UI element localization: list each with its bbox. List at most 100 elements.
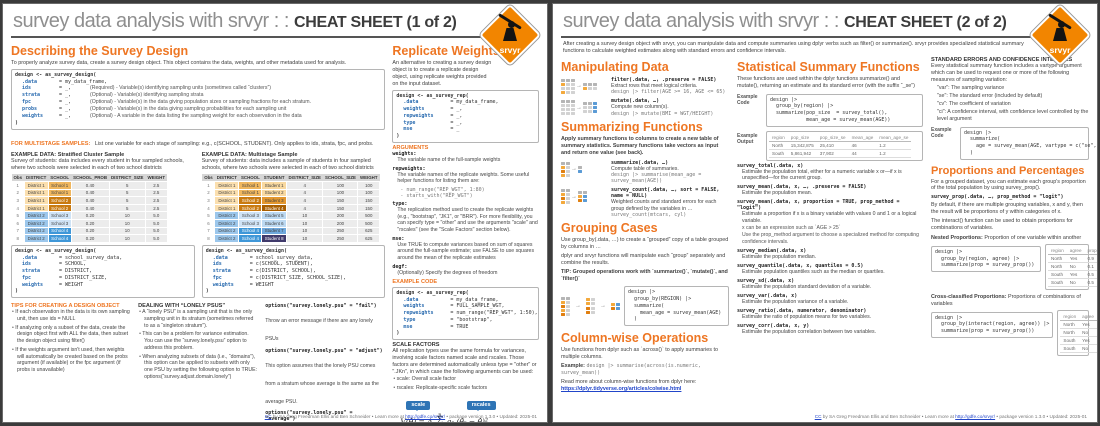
worker-icon [508,21,515,28]
nested-proportions-row: design |> group_by(region, agree) |> sum… [931,243,1097,290]
formula-right: aᵣ (θ̂ᵣ − θ̂)² [446,416,488,423]
scale-factors-text: All replication types use the same formu… [392,348,537,375]
code-arg-line: .data = my_data_frame, [22,78,108,85]
arrow-icon: → [571,166,577,173]
table-row: 5 District 2 School 3 0.20 10 5.0 [11,211,168,220]
se-ci-heading: STANDARD ERRORS AND CONFIDENCE INTERVALS [931,56,1073,63]
code-arg-line: type = _, [403,119,463,126]
table-row: 7 District 2 School 4 0.20 10 5.0 [11,226,168,236]
cross-proportions-table: regionagreepropprop_seNorthYes0.6750.01N… [1060,312,1097,353]
code-line: ) [396,133,400,140]
mutate-diagram-icon: → [561,98,607,116]
page-2: survey data analysis with srvyr : : CHEA… [552,3,1098,423]
list-item: When analyzing subsets of data (i.e., “d… [138,354,258,381]
grouping-source-table-icon [561,296,570,316]
code-line: ) [396,330,400,337]
function-item: mse: Use TRUE to compute variances based … [392,235,535,261]
se-ci-column: STANDARD ERRORS AND CONFIDENCE INTERVALS… [931,56,1097,393]
code-arg-line: weights = WEIGHT [212,281,274,288]
example2-args: .data = school_survey_data, ids = c(SCHOO… [206,255,382,289]
proportions-p2: By default, if there are multiple groupi… [931,202,1083,216]
page-title: survey data analysis with srvyr : : [13,10,294,32]
example2-title: EXAMPLE DATA: Multistage Sample [201,152,298,159]
describing-section: Describing the Survey Design To properly… [11,41,386,423]
stats-intro: These functions are used within the dply… [737,75,915,89]
list-item: scale: Overall scale factor [392,376,539,383]
summarize-signature: summarize(.data, …) [611,159,669,166]
stats-example-output-row: Example Output region pop_size pop_size_se… [737,130,923,161]
lonely-options-list: options("survey.lonely.psu" = "fail") Th… [265,303,385,423]
code-arg-line: weights = FULL_SAMPLE_WGT, [403,303,505,310]
list-item: - starts_with("REP_WGT") [400,193,473,200]
table-row: 1 District 1 School 1 0.40 5 2.5 [11,181,168,190]
gdfe-link[interactable]: http://gdfe.co/srvyr/ [955,414,996,419]
code-arg-line: strata = _, (Optional) - Variable(s) iden… [22,92,204,99]
cc-license-link[interactable]: CC [264,414,272,419]
grouping-p2: dplyr and srvyr functions will manipulat… [561,252,726,266]
code-arg-line: .data = school_survey_data, [212,254,313,261]
function-item: options("survey.lonely.psu" = "average")… [265,410,353,423]
colwise-example-line: Example: design |> summarise(across(is.n… [561,363,729,377]
stats-column: Statistical Summary Functions These func… [737,57,923,393]
replicate-example-code-block: design <- as_survey_rep( .data = my_data… [392,286,539,341]
tips-heading: TIPS FOR CREATING A DESIGN OBJECT [11,303,120,310]
table-row: 6 District 2 School 3 0.20 10 5.0 [11,219,168,228]
example1-code-block: design <- as_survey_design( .data = scho… [11,244,195,299]
table-row: 4 District 1 School 2 0.40 5 2.5 [11,203,168,213]
survey-count-diagram-icon: → [561,187,607,205]
page1-titlebar: survey data analysis with srvyr : : CHEA… [11,8,539,38]
lonely-heading: DEALING WITH “LONELY PSUS” [138,303,226,310]
multistage-text: List one variable for each stage of samp… [94,141,374,148]
list-item: If the weights argument isn't used, then… [11,347,131,374]
worker-body-icon [1053,28,1067,41]
variance-formula: V(θ̂) = A R Σ r = 1 aᵣ (θ̂ᵣ − θ̂)² [400,412,539,423]
summarizing-heading: Summarizing Functions [561,119,703,134]
arrow-icon: → [576,83,582,90]
example-code-heading: EXAMPLE CODE [392,278,438,285]
colwise-example: design |> summarise(across(is.numeric, s… [561,363,701,376]
gdfe-link[interactable]: http://gdfe.co/srvyr/ [405,414,446,419]
table-row: 1 District 1 School 1 Student 1 4 100 100 [201,181,381,190]
repweights-helpers: - num_range("REP_WGT", 1:80) - starts_wit… [400,187,539,199]
code-line: design <- as_survey_design( [15,71,97,78]
grouping-tip: TIP: Grouped operations work with `summa… [561,268,728,282]
formula-left: V(θ̂) = A [400,416,433,423]
table-row: South 5,861,942 37,902 44 1.2 [769,149,912,158]
logo-label: srvyr [499,45,521,55]
summarize-example: design |> summarise(mean_age = survey_me… [611,172,702,185]
table-row: 8 District 2 School 4 Student 8 10 250 625 [201,234,381,243]
replicate-example-args: .data = my_data_frame, weights = FULL_SAM… [396,297,537,331]
arguments-list-2: type: The replication method used to crea… [392,201,539,276]
cc-license-link[interactable]: CC [814,414,822,419]
function-item: repweights: The variable names of the rep… [392,165,530,185]
example1-title: EXAMPLE DATA: Stratified Cluster Sample [11,152,125,159]
tips-column: TIPS FOR CREATING A DESIGN OBJECT If eac… [11,303,131,422]
arrow-icon: → [576,104,582,111]
code-arg-line: ids = SCHOOL, [22,261,87,268]
page-title: survey data analysis with srvyr : : [563,10,844,32]
vartype-list: "var": The sampling variance "se": The st… [931,85,1089,123]
filter-diagram-icon: → [561,77,607,94]
page-1: survey data analysis with srvyr : : CHEA… [2,3,548,423]
table-row: 5 District 2 School 3 Student 5 10 200 500 [201,211,381,220]
page2-footer: CC by SA Greg Freedman Ellis and Ben Sch… [814,414,1087,419]
stats-function-list: survey_total(.data, x) Estimate the popul… [737,163,923,336]
page-title-bold: CHEAT SHEET (1 of 2) [293,14,457,31]
grouped-tables-icon [586,298,595,315]
function-item: survey_var(.data, x) Estimate the populat… [737,292,849,305]
function-item: options("survey.lonely.psu" = "adjust") … [265,347,383,405]
code-line: ) [15,288,19,295]
srvyr-logo: srvyr [478,4,542,67]
arguments-heading: ARGUMENTS [392,144,429,151]
code-line: design <- as_survey_design( [15,247,97,254]
multistage-label: FOR MULTISTAGE SAMPLES: [11,141,91,148]
nested-proportions-table: regionagreepropprop_seNorthYes0.90.01Nor… [1048,246,1097,287]
function-item: survey_median(.data, x) Estimate the popu… [737,247,817,260]
code-arg-line: .data = school_survey_data, [22,254,123,261]
nested-label-line: Nested Proportions: Proportion of one va… [931,235,1089,242]
colwise-link[interactable]: https://dplyr.tidyverse.org/articles/col… [561,385,682,392]
